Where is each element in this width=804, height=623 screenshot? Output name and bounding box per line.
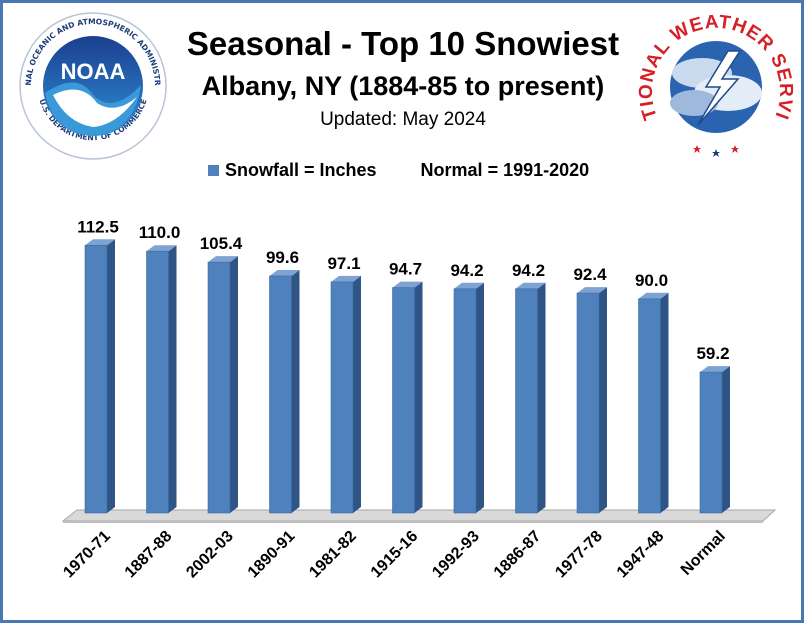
- category-label: 1915-16: [368, 528, 422, 582]
- legend-series-label: Snowfall = Inches: [225, 159, 377, 180]
- floor-edge: [63, 521, 763, 523]
- bar-front: [515, 288, 538, 514]
- bar-front: [207, 261, 231, 514]
- bar-front: [269, 275, 292, 514]
- bar-1886-87: 94.2 1886-87: [491, 261, 546, 582]
- bar-Normal: 59.2 Normal: [678, 344, 730, 579]
- bar-top: [454, 282, 484, 289]
- bar-side: [722, 366, 730, 513]
- bar-front: [84, 244, 108, 514]
- bar-1947-48: 90.0 1947-48: [614, 271, 669, 582]
- bar-front: [638, 298, 661, 514]
- bar-front: [392, 287, 415, 514]
- svg-text:NOAA: NOAA: [61, 59, 126, 84]
- bar-top: [85, 239, 115, 246]
- bar-side: [476, 282, 484, 513]
- bar-1970-71: 112.5 1970-71: [60, 217, 119, 581]
- legend-swatch: [208, 164, 219, 176]
- bar-side: [660, 292, 669, 513]
- data-label: 92.4: [573, 265, 607, 284]
- legend: Snowfall = Inches Normal = 1991-2020: [208, 159, 589, 181]
- category-label: 1890-91: [245, 528, 299, 582]
- bar-side: [168, 245, 177, 513]
- data-label: 99.6: [266, 248, 299, 267]
- category-label: 1947-48: [614, 528, 668, 582]
- bar-front: [146, 250, 169, 514]
- bar-top: [392, 281, 423, 288]
- data-label: 94.2: [450, 261, 483, 280]
- category-label: 2002-03: [183, 528, 237, 582]
- bar-top: [577, 287, 607, 294]
- chart-title: Seasonal - Top 10 Snowiest: [186, 25, 620, 62]
- chart-floor: [61, 509, 777, 523]
- updated-date: Updated: May 2024: [320, 109, 486, 130]
- bar-1977-78: 92.4 1977-78: [552, 265, 607, 581]
- bar-front: [453, 288, 477, 514]
- legend-normal-period: Normal = 1991-2020: [420, 159, 590, 180]
- category-label: 1992-93: [429, 528, 483, 582]
- bar-side: [599, 287, 607, 513]
- category-label: 1886-87: [491, 528, 545, 582]
- data-label: 90.0: [635, 271, 668, 290]
- bar-side: [107, 239, 115, 513]
- nws-logo-icon: NATIONAL WEATHER SERVICE: [636, 7, 795, 157]
- bar-top: [638, 292, 669, 299]
- bar-side: [291, 269, 300, 513]
- bar-top: [269, 269, 300, 276]
- bar-chart: 112.51970-71110.01887-88105.42002-0399.6…: [60, 217, 777, 582]
- data-label: 97.1: [327, 254, 360, 273]
- category-label: 1981-82: [306, 528, 360, 582]
- bar-side: [537, 282, 546, 513]
- bar-top: [208, 256, 238, 263]
- bar-top: [515, 282, 546, 289]
- noaa-logo-icon: NATIONAL OCEANIC AND ATMOSPHERIC ADMINIS…: [17, 11, 167, 160]
- chart-subtitle: Albany, NY (1884-85 to present): [201, 71, 605, 101]
- data-label: 94.2: [512, 261, 545, 280]
- data-label: 94.7: [389, 260, 422, 279]
- bar-front: [576, 292, 600, 514]
- category-label: 1970-71: [60, 528, 114, 582]
- bar-side: [353, 275, 361, 513]
- category-label: 1977-78: [552, 528, 606, 582]
- data-label: 110.0: [139, 223, 181, 242]
- bar-1915-16: 94.7 1915-16: [368, 260, 423, 582]
- bar-side: [230, 256, 238, 513]
- bar-front: [330, 281, 354, 514]
- data-label: 59.2: [696, 344, 729, 363]
- category-label: Normal: [678, 528, 729, 579]
- bar-2002-03: 105.4 2002-03: [183, 234, 243, 581]
- bar-1992-93: 94.2 1992-93: [429, 261, 484, 582]
- bar-top: [146, 245, 177, 252]
- data-label: 105.4: [200, 234, 243, 253]
- data-label: 112.5: [77, 217, 119, 236]
- category-label: 1887-88: [122, 528, 176, 582]
- bar-1890-91: 99.6 1890-91: [245, 248, 300, 581]
- bar-1887-88: 110.0 1887-88: [122, 223, 181, 581]
- bar-top: [700, 366, 730, 373]
- bar-top: [331, 275, 361, 282]
- bar-1981-82: 97.1 1981-82: [306, 254, 361, 581]
- bar-front: [699, 371, 723, 514]
- bar-side: [414, 281, 423, 513]
